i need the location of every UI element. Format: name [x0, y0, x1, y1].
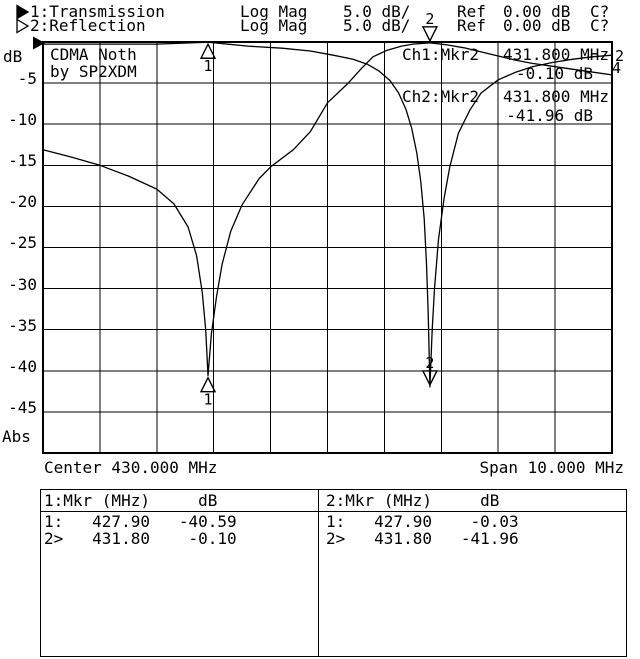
marker-table-1-header: 1:Mkr (MHz) dB — [44, 491, 218, 510]
channel-1-ref-value: 0.00 dB — [503, 2, 571, 21]
ch1-marker-readout-freq: 431.800 MHz — [503, 45, 609, 64]
ch2-marker-readout-freq: 431.800 MHz — [503, 87, 609, 106]
y-tick-label: -5 — [17, 69, 37, 88]
y-tick-label: -20 — [8, 192, 37, 211]
plot-title-line2: by SP2XDM — [50, 62, 137, 81]
plot-title-line1: CDMA Noth — [50, 45, 137, 64]
marker-table-2-header: 2:Mkr (MHz) dB — [326, 491, 500, 510]
channel-2-label: 2:Reflection — [30, 16, 146, 35]
marker-symbol-1: 1 — [199, 42, 217, 75]
marker-number-label: 2 — [425, 354, 434, 372]
marker-table-row: 2> 431.80 -0.10 — [44, 529, 237, 548]
y-tick-label: -35 — [8, 316, 37, 335]
trace-number-label: 2 — [615, 47, 624, 65]
channel-2-ref-value: 0.00 dB — [503, 16, 571, 35]
marker-symbol-1: 1 — [199, 376, 217, 409]
channel-1-indicator-icon — [16, 4, 30, 20]
ch2-marker-readout-value: -41.96 dB — [506, 106, 593, 125]
y-tick-label: -10 — [8, 110, 37, 129]
trace-number-label: 4 — [612, 59, 621, 77]
ch2-marker-readout-label: Ch2:Mkr2 — [402, 87, 480, 106]
y-tick-label: -30 — [8, 275, 37, 294]
y-axis-bottom-label: Abs — [2, 427, 31, 446]
y-axis-unit-label: dB — [3, 47, 23, 66]
channel-2-cal-status: C? — [590, 16, 610, 35]
marker-symbol-2: 2 — [421, 10, 439, 43]
channel-1-format: Log Mag — [240, 2, 308, 21]
channel-2-scale: 5.0 dB/ — [343, 16, 411, 35]
channel-2-format: Log Mag — [240, 16, 308, 35]
marker-table-divider — [318, 489, 319, 657]
marker-table-row: 1: 427.90 -40.59 — [44, 512, 237, 531]
channel-1-ref-label: Ref — [457, 2, 486, 21]
y-tick-label: -15 — [8, 151, 37, 170]
x-axis-span-label: Span 10.000 MHz — [479, 458, 625, 477]
ch1-marker-readout-label: Ch1:Mkr2 — [402, 45, 480, 64]
marker-table-header-separator — [40, 511, 627, 512]
ref-position-arrow-icon — [33, 36, 45, 50]
y-tick-label: -40 — [8, 357, 37, 376]
channel-1-label: 1:Transmission — [30, 2, 165, 21]
y-tick-label: -25 — [8, 233, 37, 252]
marker-number-label: 1 — [203, 391, 212, 409]
channel-1-cal-status: C? — [590, 2, 610, 21]
marker-table-container — [40, 489, 627, 657]
marker-symbol-2: 2 — [421, 354, 439, 387]
marker-table-row: 1: 427.90 -0.03 — [326, 512, 519, 531]
channel-1-scale: 5.0 dB/ — [343, 2, 411, 21]
marker-number-label: 1 — [203, 57, 212, 75]
channel-2-ref-label: Ref — [457, 16, 486, 35]
marker-table-row: 2> 431.80 -41.96 — [326, 529, 519, 548]
x-axis-center-label: Center 430.000 MHz — [44, 458, 218, 477]
y-tick-label: -45 — [8, 398, 37, 417]
ch1-marker-readout-value: -0.10 dB — [515, 64, 593, 83]
marker-number-label: 2 — [425, 10, 434, 28]
channel-2-indicator-icon — [16, 18, 30, 34]
